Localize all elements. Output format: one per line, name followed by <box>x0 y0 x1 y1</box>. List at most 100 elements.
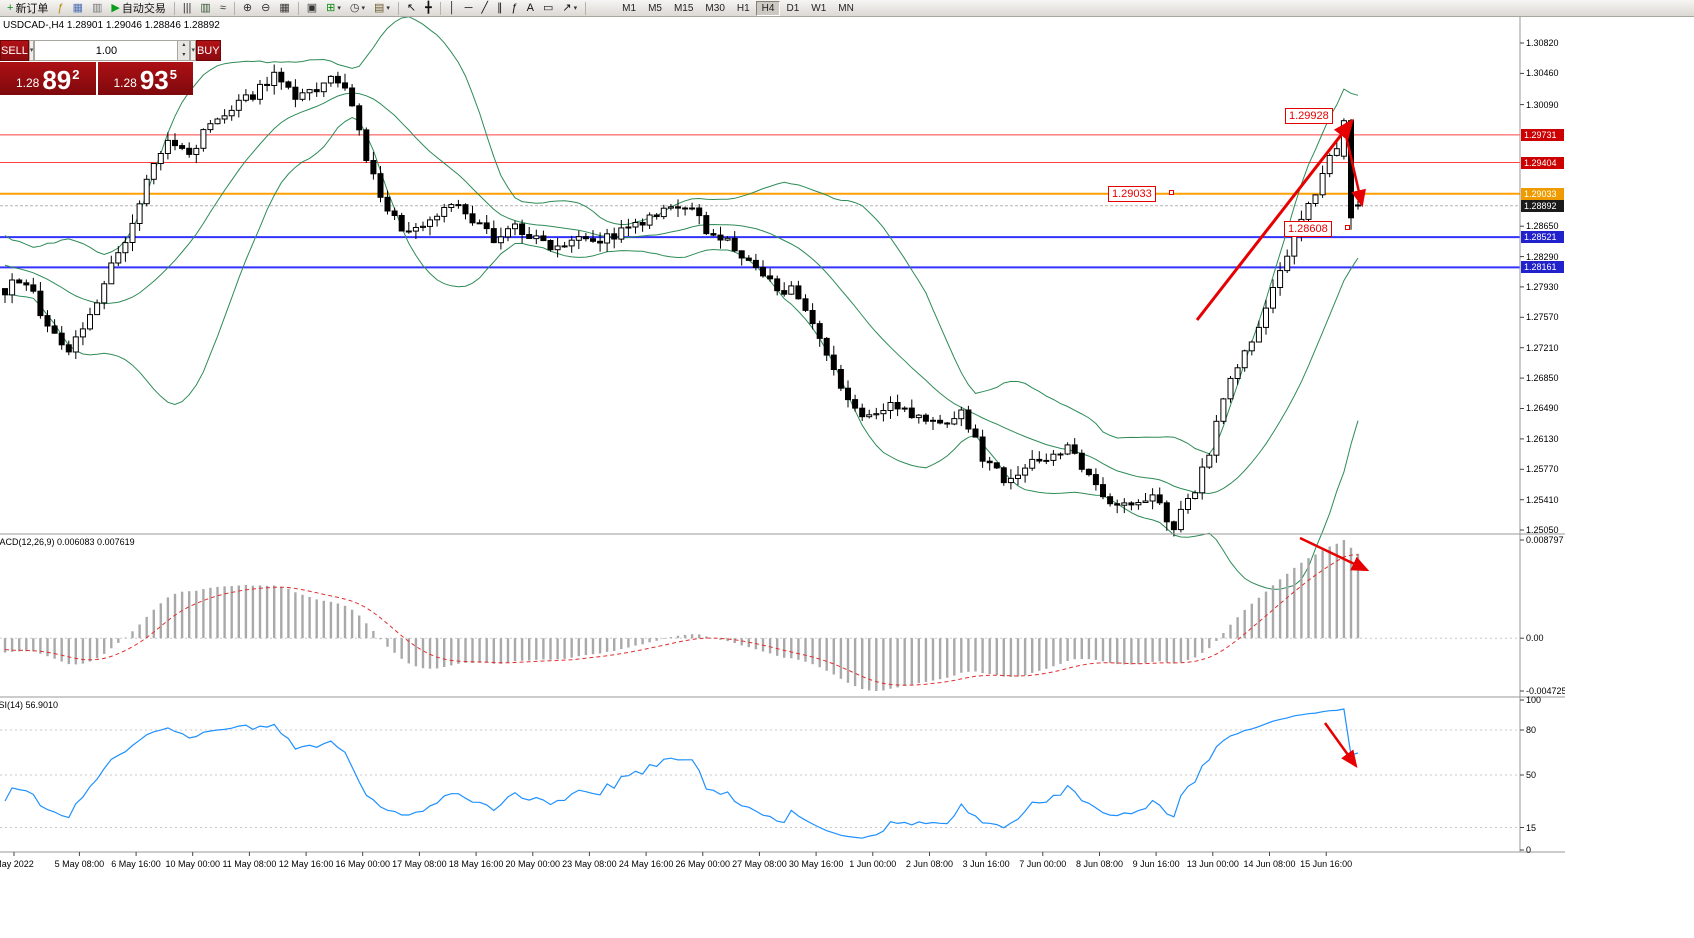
sell-button[interactable]: SELL <box>0 40 29 61</box>
line-chart-icon: ≈ <box>219 1 226 14</box>
horizontal-line-button[interactable]: ─ <box>461 1 477 16</box>
template-dropdown-icon[interactable]: ▾ <box>386 5 390 12</box>
buy-price-big: 93 <box>139 65 169 95</box>
rsi-drop-arrow[interactable] <box>1323 722 1358 769</box>
price-drop-arrow[interactable] <box>1342 126 1366 208</box>
tile-windows-button[interactable]: ▦ <box>275 1 293 16</box>
arrows-tool-button[interactable]: ↗ ▾ <box>558 1 581 16</box>
cursor-button[interactable]: ↖ <box>403 1 420 16</box>
zoom-in-icon: ⊕ <box>242 1 253 14</box>
sell-options-arrow-icon[interactable]: ▾ <box>28 40 35 61</box>
axis-ticks <box>13 42 1524 856</box>
autotrade-button[interactable]: ▶ 自动交易 <box>107 1 169 16</box>
zoom-out-button[interactable]: ⊖ <box>257 1 274 16</box>
indicator-list-button[interactable]: ƒ <box>53 1 67 16</box>
trendline-icon: ╱ <box>481 1 489 14</box>
volume-input[interactable] <box>35 41 178 60</box>
timeframe-w1-button[interactable]: W1 <box>811 2 827 14</box>
candlestick-chart-icon: ▥ <box>200 1 211 14</box>
new-chart-dropdown-icon[interactable]: ▾ <box>337 5 341 12</box>
cursor-icon: ↖ <box>406 1 417 14</box>
channel-icon: ∥ <box>497 1 503 14</box>
vertical-line-button[interactable]: │ <box>445 1 460 16</box>
volume-box: ▴ ▾ <box>34 40 191 61</box>
bar-chart-icon: ||| <box>182 1 192 14</box>
timeframe-mn-button[interactable]: MN <box>838 2 854 14</box>
indicator-list-icon: ƒ <box>57 1 64 14</box>
trade-panel-prices: 1.28 89 2 1.28 93 5 <box>0 62 193 95</box>
rsi-indicator <box>0 708 1520 839</box>
new-chart-button[interactable]: ⊞ ▾ <box>322 1 345 16</box>
buy-price-sup: 5 <box>169 67 177 82</box>
horizontal-line-icon: ─ <box>464 1 473 14</box>
drawn-arrows[interactable] <box>1195 118 1370 769</box>
template-button[interactable]: ▤ ▾ <box>370 1 394 16</box>
chart-ohlc-header: USDCAD-,H4 1.28901 1.29046 1.28846 1.288… <box>3 20 220 31</box>
sell-price-prefix: 1.28 <box>15 76 40 90</box>
cascade-windows-button[interactable]: ▣ <box>303 1 321 16</box>
sell-price-big: 89 <box>42 65 72 95</box>
tile-windows-icon: ▦ <box>279 1 290 14</box>
buy-button[interactable]: BUY <box>195 40 221 61</box>
bar-chart-button[interactable]: ||| <box>179 1 196 16</box>
market-watch-button[interactable]: ▥ <box>88 1 106 16</box>
timeframe-h4-button[interactable]: H4 <box>755 0 781 16</box>
toolbar-separator <box>297 1 299 15</box>
timeframe-m5-button[interactable]: M5 <box>648 2 662 14</box>
crosshair-button[interactable]: ╋ <box>421 1 436 16</box>
toolbar-separator <box>233 1 235 15</box>
buy-price-prefix: 1.28 <box>113 76 137 90</box>
timeframe-m30-button[interactable]: M30 <box>705 2 725 14</box>
timeframe-m15-button[interactable]: M15 <box>673 2 694 14</box>
volume-down-icon[interactable]: ▾ <box>177 50 190 60</box>
vertical-line-icon: │ <box>448 1 456 14</box>
label-icon: ▭ <box>543 1 554 14</box>
channel-button[interactable]: ∥ <box>493 1 507 16</box>
sell-price-display[interactable]: 1.28 89 2 <box>0 62 96 95</box>
label-button[interactable]: ▭ <box>539 1 557 16</box>
arrows-tool-dropdown-icon[interactable]: ▾ <box>573 5 578 12</box>
timeframe-d1-button[interactable]: D1 <box>786 2 800 14</box>
profiles-icon: ▦ <box>72 1 83 14</box>
arrows-tool-icon: ↗ <box>562 1 572 14</box>
new-order-icon: + <box>7 1 14 14</box>
trend-up-arrow[interactable] <box>1195 118 1354 321</box>
right-empty-area <box>1565 17 1694 938</box>
trendline-button[interactable]: ╱ <box>477 1 492 16</box>
chart-canvas[interactable] <box>0 17 1565 875</box>
period-selector-dropdown-icon[interactable]: ▾ <box>361 5 365 12</box>
autotrade-label: 自动交易 <box>121 3 166 15</box>
new-order-button[interactable]: + 新订单 <box>3 1 52 16</box>
line-chart-button[interactable]: ≈ <box>216 1 230 16</box>
new-chart-icon: ⊞ <box>326 1 336 14</box>
buy-price-display[interactable]: 1.28 93 5 <box>97 62 193 95</box>
macd-drop-arrow[interactable] <box>1299 536 1370 572</box>
fibonacci-icon: ƒ <box>511 1 518 14</box>
volume-up-icon[interactable]: ▴ <box>177 41 190 51</box>
fibonacci-button[interactable]: ƒ <box>508 1 522 16</box>
period-selector-button[interactable]: ◷ ▾ <box>346 1 369 16</box>
candles <box>2 64 1361 537</box>
candlestick-chart-button[interactable]: ▥ <box>196 1 214 16</box>
zoom-in-button[interactable]: ⊕ <box>239 1 256 16</box>
template-icon: ▤ <box>373 1 385 14</box>
main-toolbar: + 新订单 ƒ ▦ ▥ ▶ 自动交易 ||| ▥ ≈ ⊕ ⊖ ▦ ▣ ⊞ ▾ ◷ ▾ ▤ ▾ ↖ ╋ │ ─ ╱ ∥ ƒ A ▭ ↗ ▾ M1… <box>0 0 1694 17</box>
toolbar-separator <box>397 1 399 15</box>
trade-panel-controls: SELL ▾ ▴ ▾ ▾ BUY <box>0 40 221 61</box>
cascade-windows-icon: ▣ <box>306 1 318 14</box>
profiles-button[interactable]: ▦ <box>69 1 87 16</box>
toolbar-separator <box>585 1 587 15</box>
chart-window: 1.30820 1.30460 1.30090 1.28650 1.28290 1.279… <box>0 17 1567 875</box>
new-order-label: 新订单 <box>15 3 49 15</box>
panel-borders <box>0 17 1565 853</box>
buy-options-arrow-icon[interactable]: ▾ <box>190 40 196 61</box>
text-button[interactable]: A <box>523 1 538 16</box>
bollinger-bands <box>4 17 1359 590</box>
toolbar-separator <box>173 1 175 15</box>
timeframe-h1-button[interactable]: H1 <box>736 2 750 14</box>
zoom-out-icon: ⊖ <box>261 1 271 14</box>
timeframe-m1-button[interactable]: M1 <box>622 2 637 14</box>
sell-price-sup: 2 <box>72 67 80 82</box>
macd-indicator <box>0 540 1520 691</box>
